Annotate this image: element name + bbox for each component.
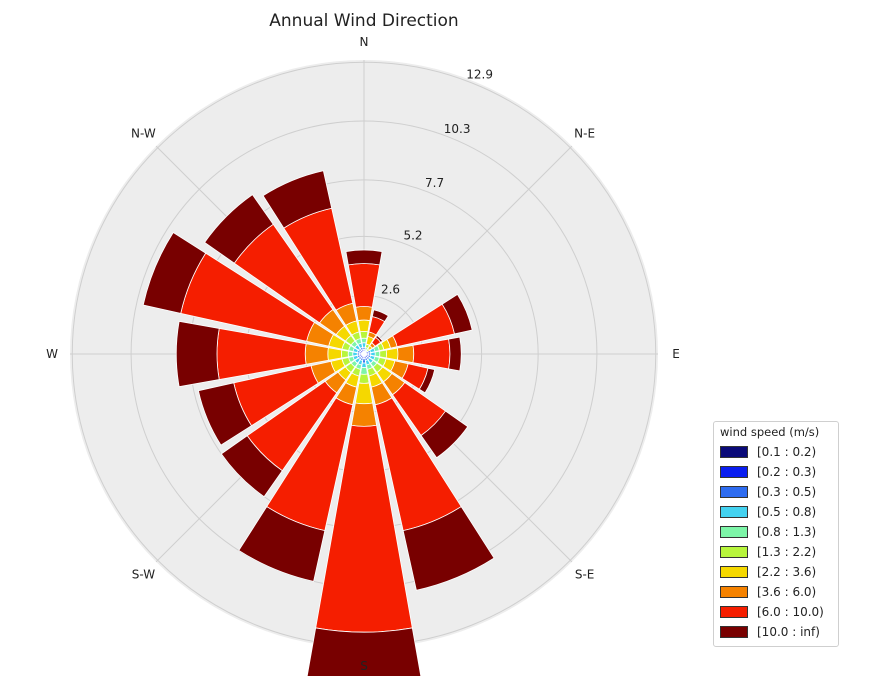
legend-swatch [720,566,748,578]
radial-tick-label-1: 2.6 [381,283,400,297]
direction-label-w: W [46,347,58,361]
bar-sector-1-bin-9 [371,309,389,323]
direction-label-s-w: S-W [132,568,155,582]
radial-tick-label-4: 10.3 [444,122,471,136]
direction-labels: N N-E E S-E S S-W W N-W [46,35,680,673]
legend-swatch [720,546,748,558]
bar-sector-4-bin-7 [396,344,415,364]
bar-sector-4-bin-5 [379,349,388,359]
direction-label-s-e: S-E [575,568,595,582]
bar-sector-12-bin-6 [327,347,343,361]
legend-label: [6.0 : 10.0) [757,605,824,619]
bar-sector-4-bin-9 [448,336,462,372]
legend-item: [0.8 : 1.3) [720,522,832,542]
legend-items: [0.1 : 0.2) [0.2 : 0.3) [0.3 : 0.5) [0.5 : … [720,442,832,642]
legend-item: [2.2 : 3.6) [720,562,832,582]
legend-item: [0.3 : 0.5) [720,482,832,502]
legend-swatch [720,626,748,638]
legend-label: [0.1 : 0.2) [757,445,817,459]
bar-sector-8-bin-6 [354,382,374,405]
bar-sector-5-bin-9 [418,367,436,394]
bar-sector-8-bin-9 [306,627,422,676]
bar-sector-0-bin-5 [359,330,369,339]
wind-bars [142,170,495,676]
legend-swatch [720,506,748,518]
bar-sector-4-bin-4 [374,350,381,358]
bar-sector-2-bin-9 [375,334,384,343]
direction-label-e: E [672,347,680,361]
bar-sector-12-bin-5 [340,349,349,359]
legend-swatch [720,606,748,618]
bar-sector-12-bin-7 [304,343,329,365]
legend-swatch [720,486,748,498]
bar-sector-8-bin-5 [358,373,370,384]
bar-sector-6-bin-9 [420,410,469,459]
direction-label-n: N [360,35,369,49]
bar-sector-8-bin-3 [361,362,367,368]
legend-label: [3.6 : 6.0) [757,585,817,599]
bar-sector-0-bin-4 [360,337,368,344]
bar-sector-11-bin-9 [197,382,253,446]
bar-sector-3-bin-9 [441,293,473,335]
legend-item: [0.2 : 0.3) [720,462,832,482]
radial-tick-label-2: 5.2 [403,228,422,242]
legend-title: wind speed (m/s) [720,425,820,439]
bar-sector-12-bin-9 [175,320,220,388]
bar-sector-0-bin-9 [345,249,383,266]
direction-label-n-e: N-E [574,126,595,140]
bar-sector-10-bin-9 [220,435,283,498]
bar-sector-15-bin-9 [262,170,333,229]
bar-sector-9-bin-9 [238,506,326,582]
chart-title: Annual Wind Direction [269,11,458,31]
legend-item: [10.0 : inf) [720,622,832,642]
legend-item: [6.0 : 10.0) [720,602,832,622]
bar-sector-8-bin-4 [360,366,368,375]
bar-sector-0-bin-7 [355,306,373,322]
legend-item: [0.1 : 0.2) [720,442,832,462]
bar-sector-14-bin-9 [204,194,274,264]
bar-sector-8-bin-7 [350,402,378,427]
legend: wind speed (m/s) [0.1 : 0.2) [0.2 : 0.3)[… [713,421,839,647]
bar-sector-7-bin-9 [402,506,495,591]
legend-item: [3.6 : 6.0) [720,582,832,602]
legend-label: [1.3 : 2.2) [757,545,817,559]
legend-label: [2.2 : 3.6) [757,565,817,579]
radial-tick-labels: 2.6 5.2 7.7 10.3 12.9 [381,68,493,297]
legend-label: [0.8 : 1.3) [757,525,817,539]
legend-label: [0.2 : 0.3) [757,465,817,479]
legend-label: [0.3 : 0.5) [757,485,817,499]
legend-item: [0.5 : 0.8) [720,502,832,522]
legend-item: [1.3 : 2.2) [720,542,832,562]
direction-label-s: S [360,659,368,673]
legend-swatch [720,446,748,458]
radial-tick-label-5: 12.9 [466,68,493,82]
legend-swatch [720,586,748,598]
legend-label: [0.5 : 0.8) [757,505,817,519]
radial-tick-label-3: 7.7 [425,176,444,190]
bar-sector-12-bin-4 [347,350,354,358]
bar-sector-13-bin-9 [142,231,207,314]
direction-label-n-w: N-W [131,126,156,140]
legend-swatch [720,466,748,478]
legend-swatch [720,526,748,538]
bar-sector-4-bin-6 [385,347,399,361]
grid-spoke-2 [363,145,573,355]
legend-label: [10.0 : inf) [757,625,820,639]
bar-sector-0-bin-6 [357,319,371,333]
